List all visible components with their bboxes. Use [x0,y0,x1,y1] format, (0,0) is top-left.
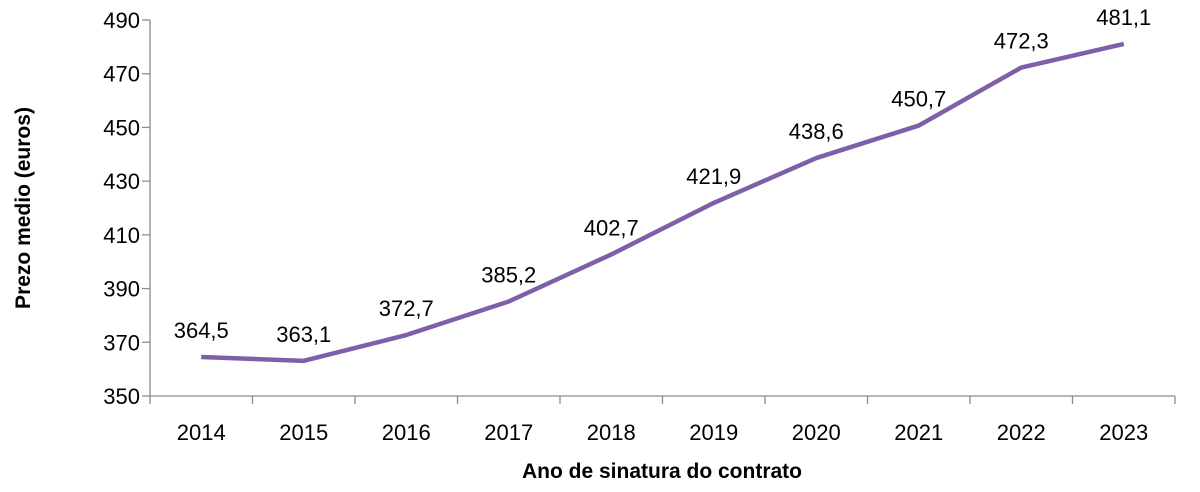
data-label: 363,1 [276,322,331,347]
x-tick-label: 2017 [484,420,533,445]
y-tick-label: 430 [103,169,140,194]
x-tick-label: 2022 [997,420,1046,445]
x-tick-label: 2021 [894,420,943,445]
data-label: 472,3 [994,29,1049,54]
y-tick-label: 390 [103,277,140,302]
data-label: 385,2 [481,262,536,287]
data-label: 438,6 [789,119,844,144]
data-label: 450,7 [891,87,946,112]
data-label: 372,7 [379,296,434,321]
x-tick-label: 2020 [792,420,841,445]
data-label: 421,9 [686,164,741,189]
y-tick-label: 370 [103,330,140,355]
x-tick-label: 2018 [587,420,636,445]
data-label: 481,1 [1096,5,1151,30]
x-axis-title: Ano de sinatura do contrato [522,460,802,483]
y-tick-label: 350 [103,384,140,409]
series-marks: 364,5 363,1 372,7 385,2 402,7 421,9 438,6 450,7… [174,5,1151,364]
x-tick-label: 2023 [1099,420,1148,445]
x-tick-label: 2019 [689,420,738,445]
y-tick-label: 470 [103,62,140,87]
x-tick-label: 2014 [177,420,226,445]
data-label: 364,5 [174,318,229,343]
series-line [201,41,1125,364]
y-tick-label: 410 [103,223,140,248]
data-label: 402,7 [584,215,639,240]
y-axis-title: Prezo medio (euros) [12,107,35,309]
axes: 350 370 390 410 430 450 470 490 2014 2015 2016 2017… [103,8,1176,445]
x-tick-label: 2016 [382,420,431,445]
y-tick-label: 450 [103,115,140,140]
y-tick-label: 490 [103,8,140,33]
x-tick-label: 2015 [279,420,328,445]
